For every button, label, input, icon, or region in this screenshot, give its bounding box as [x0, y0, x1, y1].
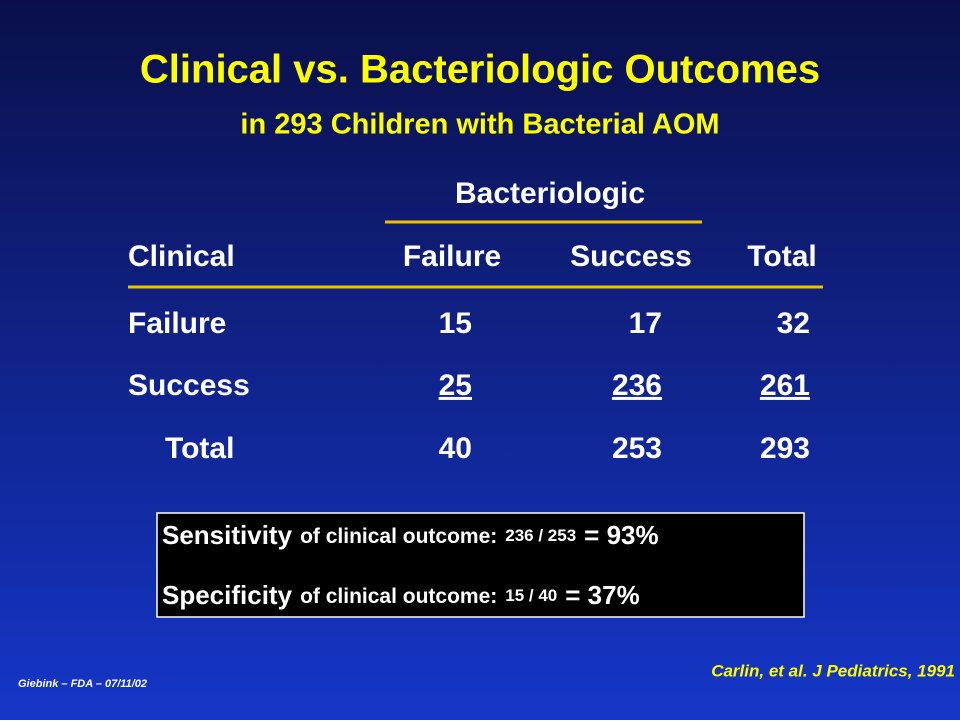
column-header: Clinical [128, 240, 235, 273]
column-header: Success [570, 240, 692, 273]
summary-term: Specificity [162, 580, 293, 610]
cell: 40 [439, 432, 472, 465]
cell: 253 [612, 432, 662, 465]
subtitle: in 293 Children with Bacterial AOM [240, 109, 719, 141]
title: Clinical vs. Bacteriologic Outcomes [140, 48, 820, 92]
summary-term: Sensitivity [162, 520, 293, 550]
summary-result: = 37% [565, 580, 639, 610]
cell: 25 [439, 369, 472, 402]
row-label: Failure [128, 307, 226, 340]
summary-calc: 236 / 253 [505, 526, 576, 545]
summary-line: Sensitivity of clinical outcome: 236 / 253… [162, 520, 659, 550]
column-header: Total [747, 240, 816, 273]
footer-author: Giebink – FDA – 07/11/02 [18, 678, 147, 690]
column-header: Failure [403, 240, 501, 273]
row-label: Total [165, 432, 234, 465]
cell: 293 [760, 432, 810, 465]
cell: 236 [612, 369, 662, 402]
table: Bacteriologic Clinical Failure Success Total… [128, 177, 817, 465]
cell: 32 [777, 307, 810, 340]
summary-calc: 15 / 40 [505, 586, 557, 605]
summary-box [156, 512, 805, 618]
summary-line: Specificity of clinical outcome: 15 / 40 = … [162, 580, 640, 610]
cell: 15 [439, 307, 472, 340]
summary: Sensitivity of clinical outcome: 236 / 253… [162, 520, 659, 610]
row-label: Success [128, 369, 250, 402]
summary-text: of clinical outcome: [300, 585, 497, 608]
summary-text: of clinical outcome: [300, 525, 497, 548]
cell: 17 [629, 307, 662, 340]
summary-result: = 93% [584, 520, 658, 550]
cell: 261 [760, 369, 810, 402]
citation: Carlin, et al. J Pediatrics, 1991 [711, 661, 955, 680]
group-header: Bacteriologic [455, 177, 645, 210]
